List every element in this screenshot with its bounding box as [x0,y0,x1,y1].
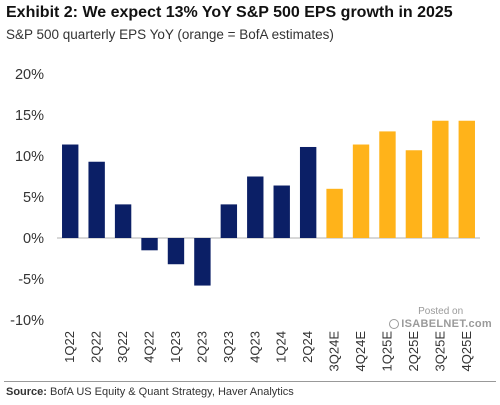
watermark-site: ISABELNET.com [401,318,492,330]
bar [458,120,475,238]
y-tick-label: -10% [10,313,44,329]
x-tick-label: 1Q25E [379,331,394,372]
bar [141,238,158,251]
y-tick-label: 15% [15,108,44,124]
y-tick-label: 0% [23,231,44,247]
bar-chart: 20% 15% 10% 5% 0% -5% -10% 1Q22 2Q22 3Q22 4Q22 1Q23… [10,67,480,372]
x-tick-label: 1Q24 [274,331,289,363]
x-tick-label: 4Q25E [459,331,474,372]
bar [167,238,185,265]
source-label: Source: [6,386,47,398]
bar [405,150,423,238]
x-tick-label: 3Q25E [432,331,447,372]
y-tick-label: -5% [18,272,44,288]
x-tick-label: 4Q24E [353,331,368,372]
bar [88,161,105,238]
y-tick-label: 10% [15,149,44,165]
y-tick-label: 5% [23,190,44,206]
x-tick-label: 1Q23 [168,331,183,363]
chart-title: Exhibit 2: We expect 13% YoY S&P 500 EPS… [6,4,453,21]
bar [220,204,238,238]
bar [194,238,211,286]
chart-subtitle: S&P 500 quarterly EPS YoY (orange = BofA… [6,27,334,42]
globe-icon [389,319,400,329]
bar [326,188,343,238]
bar [432,120,449,238]
x-tick-label: 1Q22 [62,331,77,363]
y-tick-label: 20% [15,67,44,83]
x-tick-label: 3Q22 [115,331,130,363]
bar [247,176,264,238]
bar [114,204,132,238]
watermark-line1: Posted on [418,306,464,317]
bar [379,131,396,238]
x-tick-label: 2Q24 [300,331,315,363]
bar [273,185,290,238]
x-tick-label: 4Q23 [247,331,262,363]
bar [62,144,79,238]
watermark: Posted on ISABELNET.com [389,306,492,330]
x-tick-label: 4Q22 [142,331,157,363]
x-tick-label: 2Q25E [406,331,421,372]
x-tick-label: 2Q23 [194,331,209,363]
x-tick-label: 3Q23 [221,331,236,363]
bar [299,146,317,238]
watermark-line2: ISABELNET.com [389,318,492,330]
source-note: Source: BofA US Equity & Quant Strategy,… [6,386,294,398]
x-tick-label: 3Q24E [327,331,342,372]
x-tick-label: 2Q22 [89,331,104,363]
bar [352,144,370,238]
source-text: BofA US Equity & Quant Strategy, Haver A… [50,386,294,398]
footer-divider [4,381,496,382]
